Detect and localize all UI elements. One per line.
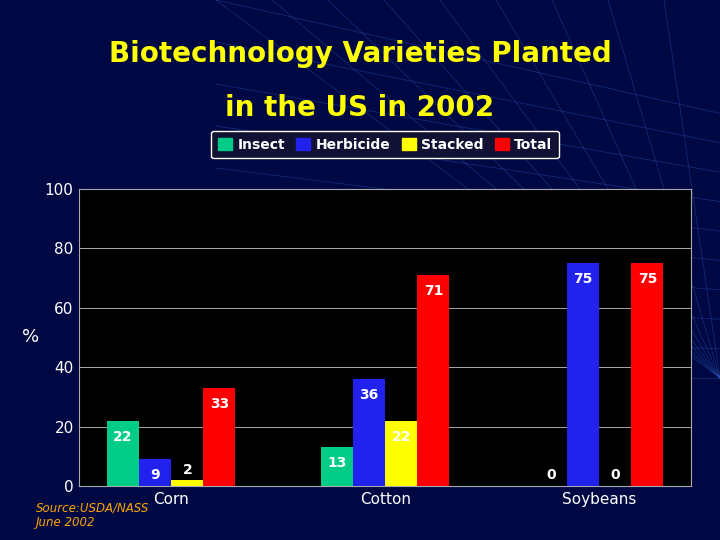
Bar: [418, 275, 449, 486]
Bar: [203, 388, 235, 486]
Text: Biotechnology Varieties Planted: Biotechnology Varieties Planted: [109, 40, 611, 68]
Bar: [139, 459, 171, 486]
Bar: [385, 421, 418, 486]
Text: 33: 33: [210, 397, 229, 411]
Text: in the US in 2002: in the US in 2002: [225, 94, 495, 122]
Text: 75: 75: [573, 272, 593, 286]
Text: 71: 71: [423, 284, 443, 298]
Legend: Insect, Herbicide, Stacked, Total: Insect, Herbicide, Stacked, Total: [211, 131, 559, 159]
Text: 0: 0: [546, 468, 556, 482]
Bar: [321, 447, 353, 486]
Text: 75: 75: [638, 272, 657, 286]
Text: 36: 36: [359, 388, 379, 402]
Bar: [353, 379, 385, 486]
Y-axis label: %: %: [22, 328, 40, 347]
Bar: [171, 480, 203, 486]
Text: 22: 22: [392, 430, 411, 443]
Text: Source:USDA/NASS
June 2002: Source:USDA/NASS June 2002: [36, 501, 149, 529]
Text: 22: 22: [113, 430, 132, 443]
Text: 0: 0: [611, 468, 620, 482]
Bar: [107, 421, 139, 486]
Text: 9: 9: [150, 468, 160, 482]
Text: 13: 13: [328, 456, 347, 470]
Bar: [631, 263, 663, 486]
Bar: [567, 263, 599, 486]
Text: 2: 2: [182, 463, 192, 477]
